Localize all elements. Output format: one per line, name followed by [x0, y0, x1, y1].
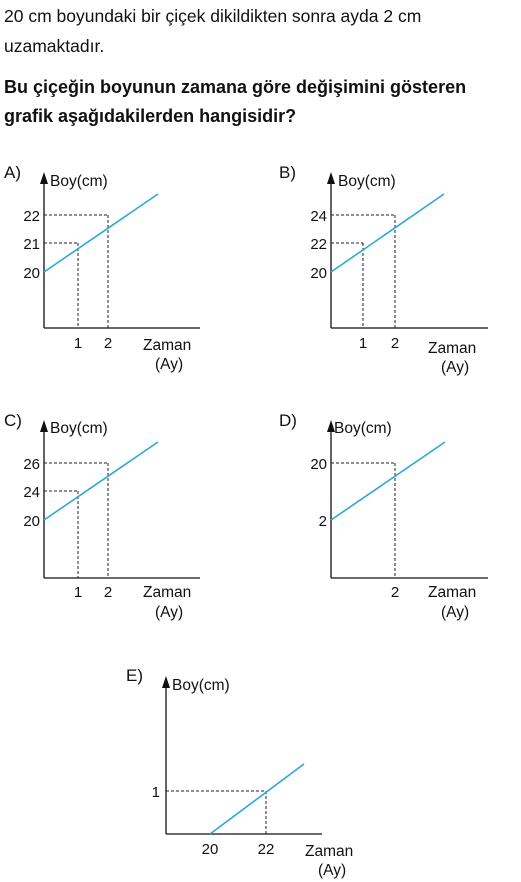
option-c-x-axis-label: Zaman [143, 584, 191, 601]
option-d-y-tick: 2 [319, 513, 327, 530]
option-a-x-axis-label: Zaman [143, 337, 191, 354]
option-b-y-axis-arrow [327, 172, 335, 184]
option-c-x-tick: 1 [74, 584, 82, 601]
option-b-y-tick: 20 [310, 265, 327, 282]
option-c-x-axis-unit: (Ay) [155, 604, 183, 621]
question-stem-line-2: uzamaktadır. [4, 36, 105, 56]
option-e[interactable]: E) Boy(cm) 1 20 22 Zaman (Ay) [126, 666, 353, 879]
option-a-y-axis-arrow [40, 172, 48, 184]
option-b-y-axis-label: Boy(cm) [338, 173, 396, 190]
option-a-label: A) [4, 163, 21, 182]
option-b-y-tick: 22 [310, 236, 327, 253]
option-d-label: D) [279, 411, 297, 430]
option-c-label: C) [4, 411, 22, 430]
option-e-growth-line [209, 763, 305, 835]
option-a-y-tick: 20 [23, 265, 40, 282]
option-c-y-tick: 26 [23, 456, 40, 473]
option-b-y-tick: 24 [310, 208, 327, 225]
option-b-x-axis-label: Zaman [428, 340, 476, 357]
option-d-growth-line [330, 441, 446, 521]
option-c[interactable]: C) Boy(cm) 26 24 20 1 2 Zaman (Ay) [4, 411, 200, 621]
option-d-y-tick: 20 [310, 456, 327, 473]
question-prompt-line-1: Bu çiçeğin boyunun zamana göre değişimin… [4, 77, 467, 97]
option-c-y-axis-arrow [40, 420, 48, 432]
question-prompt-line-2: grafik aşağıdakilerden hangisidir? [4, 106, 297, 126]
option-e-x-tick: 22 [258, 841, 275, 858]
question-stem-line-1: 20 cm boyundaki bir çiçek dikildikten so… [4, 6, 422, 26]
option-b-x-tick: 1 [359, 335, 367, 352]
option-e-x-tick: 20 [202, 841, 219, 858]
option-b[interactable]: B) Boy(cm) 24 22 20 1 2 Zaman (Ay) [279, 163, 488, 376]
option-e-label: E) [126, 666, 143, 685]
option-b-x-tick: 2 [391, 335, 399, 352]
option-b-x-axis-unit: (Ay) [441, 359, 469, 376]
option-a-x-tick: 2 [104, 335, 112, 352]
option-e-y-axis-label: Boy(cm) [172, 677, 230, 694]
option-c-growth-line [43, 441, 159, 521]
option-e-x-axis-unit: (Ay) [318, 862, 346, 879]
option-c-x-tick: 2 [104, 584, 112, 601]
option-a[interactable]: A) Boy(cm) 22 21 20 1 2 Zaman (Ay) [4, 163, 200, 373]
option-a-y-axis-label: Boy(cm) [50, 173, 108, 190]
option-e-y-tick: 1 [152, 784, 160, 801]
option-a-y-tick: 22 [23, 208, 40, 225]
option-d-x-axis-unit: (Ay) [441, 604, 469, 621]
option-d-y-axis-arrow [327, 420, 335, 432]
option-d[interactable]: D) Boy(cm) 20 2 2 Zaman (Ay) [279, 411, 488, 621]
option-e-y-axis-arrow [162, 676, 170, 688]
option-a-x-tick: 1 [74, 335, 82, 352]
option-b-label: B) [279, 163, 296, 182]
option-a-x-axis-unit: (Ay) [155, 356, 183, 373]
option-c-y-tick: 24 [23, 484, 40, 501]
option-c-y-tick: 20 [23, 513, 40, 530]
option-b-growth-line [330, 193, 445, 273]
option-c-y-axis-label: Boy(cm) [50, 420, 108, 437]
option-a-growth-line [43, 193, 159, 273]
option-d-y-axis-label: Boy(cm) [334, 420, 392, 437]
option-d-x-axis-label: Zaman [428, 584, 476, 601]
option-d-x-tick: 2 [391, 584, 399, 601]
option-a-y-tick: 21 [23, 236, 40, 253]
option-e-x-axis-label: Zaman [305, 843, 353, 860]
